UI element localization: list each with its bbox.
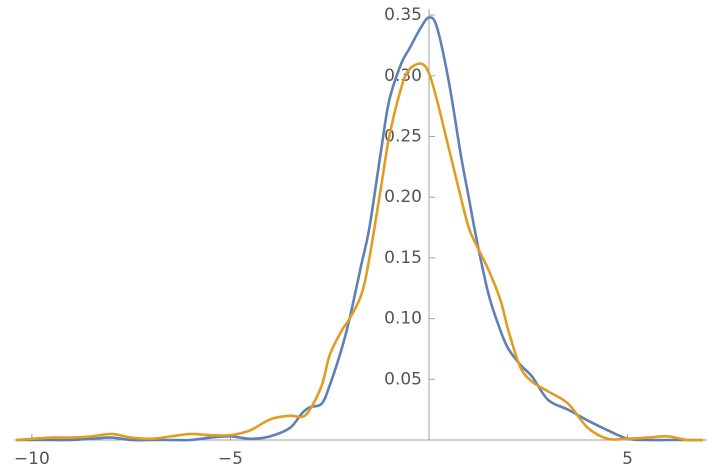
y-tick-label: 0.05 [384, 369, 422, 389]
y-tick-label: 0.10 [384, 309, 422, 329]
y-tick-label: 0.35 [384, 5, 422, 25]
density-line [15, 16, 704, 442]
y-tick-label: 0.25 [384, 126, 422, 146]
density-line [15, 62, 704, 442]
y-tick-label: 0.20 [384, 187, 422, 207]
x-tick-label: −5 [218, 449, 243, 469]
y-tick-label: 0.15 [384, 248, 422, 268]
x-tick-label: 5 [622, 449, 633, 469]
x-tick-label: −10 [14, 449, 50, 469]
